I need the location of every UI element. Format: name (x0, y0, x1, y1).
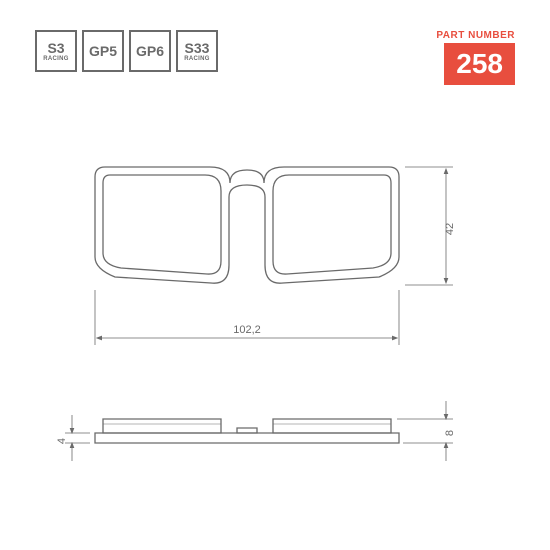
type-badges: S3 RACING GP5 GP6 S33 RACING (35, 30, 218, 72)
badge-main: GP5 (89, 44, 117, 58)
badge-main: GP6 (136, 44, 164, 58)
left-pad (103, 175, 221, 274)
right-pad (273, 175, 391, 274)
badge-sub: RACING (43, 56, 68, 62)
badge-s3: S3 RACING (35, 30, 77, 72)
dim-thickness-2: 8 (444, 430, 456, 436)
side-nub (237, 428, 257, 433)
side-plate (95, 433, 399, 443)
dim-height: 42 (444, 223, 456, 235)
part-number-value: 258 (444, 43, 515, 85)
side-left-pad (103, 419, 221, 433)
side-view (95, 419, 399, 443)
side-right-pad (273, 419, 391, 433)
dim-width: 102,2 (233, 324, 261, 336)
header: S3 RACING GP5 GP6 S33 RACING PART NUMBER… (35, 30, 515, 85)
part-number-box: PART NUMBER 258 (436, 30, 515, 85)
badge-s33: S33 RACING (176, 30, 218, 72)
badge-gp5: GP5 (82, 30, 124, 72)
badge-main: S3 (47, 41, 64, 55)
part-number-label: PART NUMBER (436, 30, 515, 41)
badge-main: S33 (185, 41, 210, 55)
backplate-outline (95, 167, 399, 283)
drawing-svg: 102,2 42 4 8 (35, 145, 515, 505)
dim-thickness-1: 4 (56, 438, 68, 444)
badge-gp6: GP6 (129, 30, 171, 72)
badge-sub: RACING (184, 56, 209, 62)
technical-drawing: 102,2 42 4 8 (35, 145, 515, 525)
